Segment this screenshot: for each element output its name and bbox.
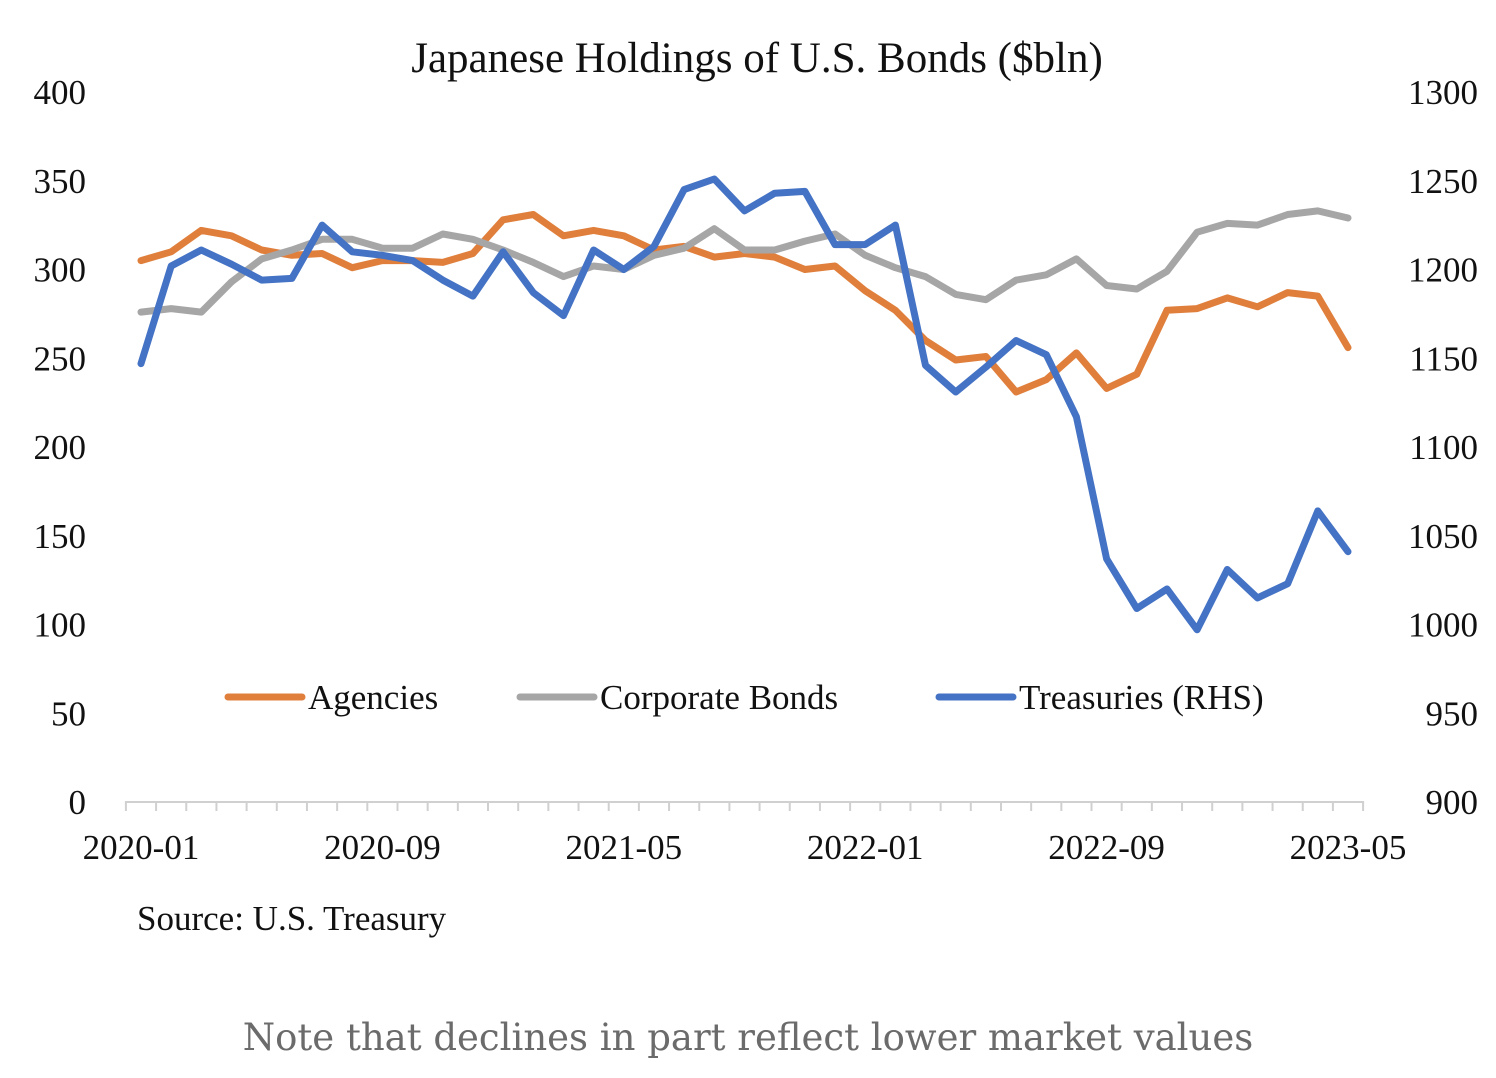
right-tick-label: 950 [1426, 694, 1479, 733]
left-tick-label: 50 [51, 694, 86, 733]
series-line-treasuries-rhs [137, 175, 1352, 634]
right-tick-label: 1150 [1409, 339, 1478, 378]
left-tick-label: 150 [34, 517, 87, 556]
right-axis-ticks: 900 950 1000 1050 1100 1150 1200 1250 1300 [1408, 73, 1478, 822]
right-tick-label: 1200 [1408, 251, 1478, 290]
right-tick-label: 1100 [1409, 428, 1478, 467]
x-tick-label: 2023-05 [1290, 828, 1407, 867]
figure-caption: Note that declines in part reflect lower… [242, 1016, 1254, 1059]
left-tick-label: 350 [34, 162, 87, 201]
x-tick-label: 2020-01 [83, 828, 200, 867]
legend-label-agencies: Agencies [308, 678, 438, 717]
left-tick-label: 0 [69, 783, 87, 822]
x-axis: 2020-01 2020-09 2021-05 2022-01 2022-09 2023-… [83, 801, 1407, 867]
x-tick-label: 2022-09 [1048, 828, 1165, 867]
left-tick-label: 100 [34, 606, 87, 645]
source-note: Source: U.S. Treasury [137, 899, 447, 938]
x-tick-label: 2022-01 [807, 828, 924, 867]
right-tick-label: 900 [1426, 783, 1479, 822]
left-tick-label: 200 [34, 428, 87, 467]
right-tick-label: 1300 [1408, 73, 1478, 112]
right-tick-label: 1250 [1408, 162, 1478, 201]
left-axis-ticks: 0 50 100 150 200 250 300 350 400 [34, 73, 87, 822]
legend-label-corporate-bonds: Corporate Bonds [600, 678, 838, 717]
left-tick-label: 250 [34, 339, 87, 378]
legend: Agencies Corporate Bonds Treasuries (RHS) [224, 678, 1264, 717]
series-lines [137, 175, 1352, 634]
legend-label-treasuries-rhs: Treasuries (RHS) [1019, 678, 1264, 717]
left-tick-label: 400 [34, 73, 87, 112]
x-tick-label: 2021-05 [565, 828, 682, 867]
right-tick-label: 1000 [1408, 606, 1478, 645]
chart: Japanese Holdings of U.S. Bonds ($bln) 0… [34, 35, 1479, 938]
right-tick-label: 1050 [1408, 517, 1478, 556]
chart-title: Japanese Holdings of U.S. Bonds ($bln) [411, 35, 1103, 82]
left-tick-label: 300 [34, 251, 87, 290]
x-tick-label: 2020-09 [324, 828, 441, 867]
